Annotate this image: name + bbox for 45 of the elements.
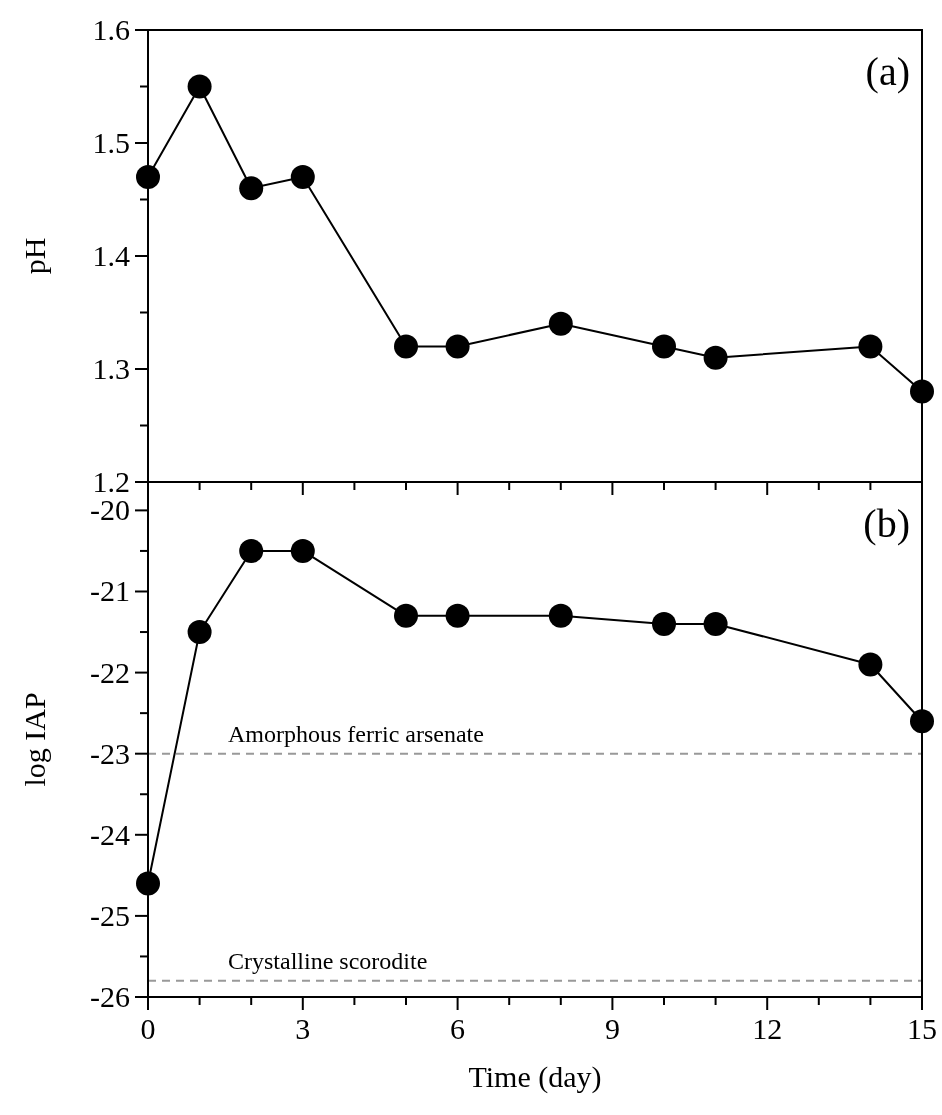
x-axis-title: Time (day) [468, 1060, 602, 1094]
x-tick-label: 0 [140, 1012, 156, 1045]
y-tick-label: 1.3 [92, 352, 130, 385]
point [858, 652, 883, 677]
annotation: (a) [865, 49, 910, 94]
point [445, 603, 470, 628]
point [187, 74, 212, 99]
x-tick-label: 12 [752, 1012, 783, 1045]
x-tick-label: 15 [907, 1012, 937, 1045]
x-tick-label: 3 [295, 1012, 311, 1045]
y-tick-label: -23 [90, 736, 130, 770]
y-tick-label: -24 [90, 817, 130, 851]
point [548, 311, 573, 336]
point [136, 871, 160, 896]
x-tick-label: 6 [450, 1012, 466, 1045]
ref-line-label: Crystalline scorodite [228, 947, 428, 974]
point [652, 611, 676, 636]
y-tick-label: -21 [90, 574, 130, 608]
point [858, 334, 883, 359]
y-axis-title: pH [18, 237, 51, 275]
point [910, 709, 934, 734]
point [136, 164, 160, 189]
point [703, 345, 728, 370]
point [187, 620, 212, 645]
y-tick-label: -22 [90, 655, 130, 689]
point [910, 379, 934, 404]
point [394, 334, 418, 359]
point [652, 334, 676, 359]
point [703, 611, 728, 636]
y-axis-title: log IAP [18, 692, 51, 787]
point [548, 603, 573, 628]
y-tick-label: 1.6 [92, 13, 130, 46]
point [239, 176, 264, 201]
annotation: (b) [863, 501, 910, 546]
point [290, 164, 315, 189]
ref-line-label: Amorphous ferric arsenate [228, 720, 484, 747]
y-tick-label: 1.4 [92, 239, 130, 272]
point [394, 603, 418, 628]
y-tick-label: -25 [90, 898, 130, 932]
point [445, 334, 470, 359]
point [290, 538, 315, 563]
point [239, 538, 264, 563]
y-tick-label: 1.5 [92, 126, 130, 159]
x-tick-label: 9 [604, 1012, 620, 1045]
y-tick-label: -26 [90, 980, 130, 1013]
